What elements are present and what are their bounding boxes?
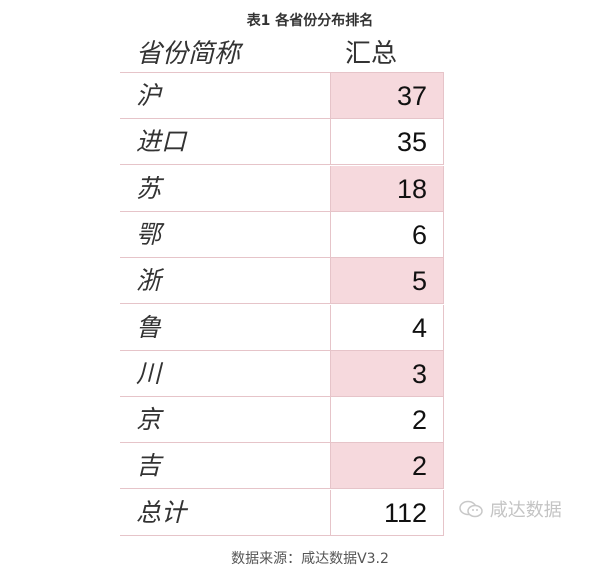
total-cell: 4	[330, 304, 444, 351]
table-title: 表1 各省份分布排名	[246, 13, 374, 29]
province-cell: 苏	[120, 166, 330, 212]
total-cell: 18	[330, 165, 444, 212]
total-cell: 2	[330, 443, 444, 490]
province-cell: 进口	[120, 119, 330, 166]
total-cell: 112	[330, 489, 444, 536]
total-cell: 37	[330, 73, 444, 119]
total-cell: 6	[330, 211, 444, 258]
total-cell: 3	[330, 350, 444, 397]
watermark-text: 咸达数据	[489, 500, 562, 521]
source-caption: 数据来源：咸达数据V3.2	[231, 551, 389, 567]
province-cell: 吉	[120, 443, 330, 490]
table-top-border	[120, 72, 444, 73]
province-cell: 总计	[120, 490, 330, 536]
province-cell: 鄂	[120, 212, 330, 258]
total-cell: 5	[330, 258, 444, 305]
province-cell: 沪	[120, 73, 330, 119]
table-row: 苏 18	[120, 165, 444, 212]
table-row: 进口 35	[120, 119, 444, 166]
header-province: 省份简称	[136, 39, 241, 69]
table-row: 总计 112	[120, 489, 444, 536]
province-cell: 鲁	[120, 305, 330, 351]
total-cell: 2	[330, 397, 444, 444]
province-cell: 浙	[120, 258, 330, 305]
total-cell: 35	[330, 119, 444, 166]
wechat-icon	[458, 500, 490, 521]
province-cell: 京	[120, 397, 330, 444]
watermark: 咸达数据	[458, 496, 562, 522]
province-cell: 川	[120, 351, 330, 397]
table-row: 沪 37	[120, 73, 444, 119]
header-total: 汇总	[345, 39, 398, 69]
